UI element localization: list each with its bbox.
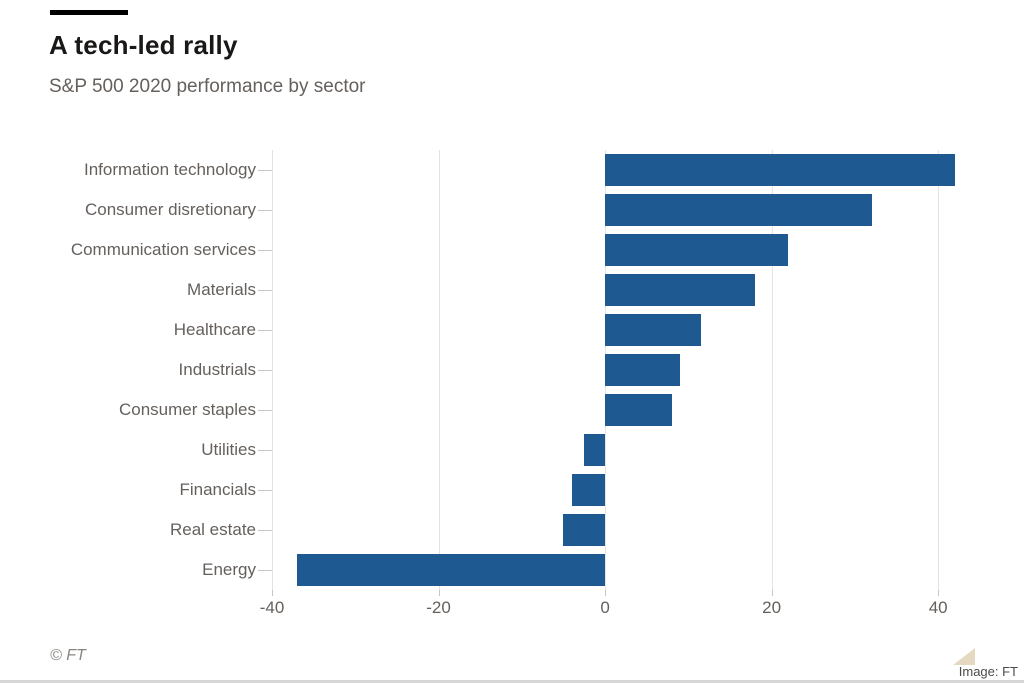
bar	[605, 154, 955, 186]
category-label: Materials	[187, 280, 256, 299]
category-label: Real estate	[170, 520, 256, 539]
category-tick	[258, 170, 272, 171]
gridline	[438, 150, 440, 590]
category-tick	[258, 370, 272, 371]
category-tick	[258, 450, 272, 451]
gridline	[938, 150, 940, 590]
bar	[605, 394, 672, 426]
category-label: Energy	[202, 560, 256, 579]
chart-subtitle: S&P 500 2020 performance by sector	[49, 76, 366, 97]
image-credit: Image: FT	[958, 664, 1018, 679]
axis-tick	[938, 590, 940, 596]
category-tick	[258, 530, 272, 531]
category-tick	[258, 570, 272, 571]
category-tick	[258, 410, 272, 411]
bar	[563, 514, 606, 546]
category-tick	[258, 250, 272, 251]
axis-tick	[605, 590, 607, 596]
category-label: Communication services	[70, 240, 256, 259]
category-label: Utilities	[201, 440, 256, 459]
bar	[605, 274, 755, 306]
category-label: Financials	[179, 480, 256, 499]
bottom-divider	[0, 680, 1024, 683]
bar	[571, 474, 606, 506]
ft-copyright: © FT	[50, 647, 86, 664]
x-axis-tick-label: 40	[928, 598, 948, 617]
bar	[605, 314, 701, 346]
axis-tick	[272, 590, 273, 596]
category-label: Consumer staples	[118, 400, 256, 419]
category-label: Healthcare	[173, 320, 256, 339]
gridline	[272, 150, 273, 590]
category-tick	[258, 330, 272, 331]
bar	[605, 354, 681, 386]
category-label: Information technology	[84, 160, 256, 179]
axis-tick	[438, 590, 440, 596]
bar	[605, 234, 789, 266]
category-tick	[258, 210, 272, 211]
x-axis-tick-label: -40	[259, 598, 285, 617]
corner-triangle-icon	[953, 648, 975, 665]
title-accent-rule	[50, 10, 128, 15]
x-axis-tick-label: -20	[426, 598, 451, 617]
bar	[605, 194, 872, 226]
category-tick	[258, 490, 272, 491]
axis-tick	[771, 590, 773, 596]
category-label: Industrials	[178, 360, 256, 379]
x-axis-tick-label: 20	[762, 598, 782, 617]
category-tick	[258, 290, 272, 291]
category-label: Consumer disretionary	[84, 200, 256, 219]
x-axis-tick-label: 0	[600, 598, 610, 617]
gridline	[771, 150, 773, 590]
bar	[584, 434, 606, 466]
bar	[296, 554, 606, 586]
chart-title: A tech-led rally	[49, 30, 238, 60]
